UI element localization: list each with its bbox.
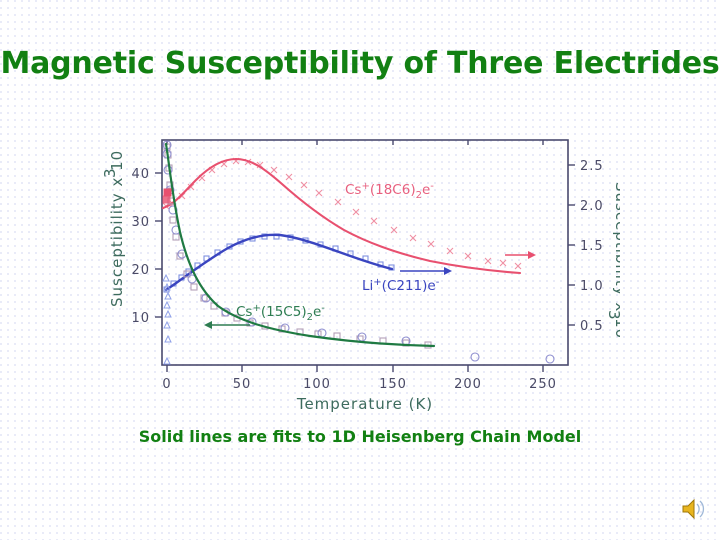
label-cs18c6-sub: 2 — [416, 190, 422, 201]
y-right-tick-labels: 0.5 1.0 1.5 2.0 2.5 — [580, 159, 604, 334]
label-cs18c6-base: Cs — [345, 182, 361, 198]
y-left-tick-labels: 10 20 30 40 — [131, 167, 150, 326]
series-cs-18c6-line — [162, 157, 522, 275]
page-title: Magnetic Susceptibility of Three Electri… — [0, 46, 720, 81]
label-cs15c5-tail: e — [313, 304, 321, 320]
label-cs15c5-base: Cs — [236, 304, 252, 320]
y-left-tick-10: 10 — [131, 311, 150, 326]
x-axis-title: Temperature (K) — [296, 395, 433, 413]
label-cs18c6-sup: + — [361, 181, 369, 192]
y-axis-right-title-exponent: 3 — [605, 310, 620, 321]
label-lic211-tail: e — [427, 278, 435, 294]
label-cs15c5-sup: + — [252, 303, 260, 314]
label-cs15c5-sup2: - — [321, 303, 325, 314]
x-tick-200: 200 — [454, 377, 482, 392]
y-axis-left-title: Susceptibility x 10 3 — [101, 150, 126, 307]
x-tick-labels: 0 50 100 150 200 250 — [162, 377, 557, 392]
y-axis-left-title-exponent: 3 — [101, 167, 119, 178]
label-lic211-sup: + — [373, 277, 381, 288]
svg-text:Cs+(15C5)2e-: Cs+(15C5)2e- — [236, 303, 325, 323]
series-li-c211-low-t-markers — [162, 273, 172, 365]
x-tick-0: 0 — [162, 377, 171, 392]
x-tick-150: 150 — [379, 377, 407, 392]
y-left-tick-40: 40 — [131, 167, 150, 182]
y-right-tick-15: 1.5 — [580, 239, 604, 254]
chart-svg: 0 50 100 150 200 250 10 20 30 40 0.5 1.0… — [101, 139, 620, 413]
arrow-right-blue — [400, 267, 452, 275]
label-cs18c6-mid: (18C6) — [370, 182, 416, 198]
y-axis-left-title-text: Susceptibility x 10 — [108, 150, 126, 307]
y-right-tick-05: 0.5 — [580, 319, 604, 334]
svg-text:Li+(C211)e-: Li+(C211)e- — [362, 277, 440, 294]
series-cs-15c5-circle-markers — [162, 140, 555, 364]
y-right-tick-20: 2.0 — [580, 199, 604, 214]
x-axis-ticks — [166, 140, 544, 372]
plot-frame — [161, 139, 569, 366]
y-right-tick-10: 1.0 — [580, 279, 604, 294]
y-left-tick-20: 20 — [131, 263, 150, 278]
label-cs15c5-sub: 2 — [307, 312, 313, 323]
y-axis-right-ticks — [568, 164, 575, 326]
arrow-right-red — [505, 251, 536, 259]
y-left-tick-30: 30 — [131, 215, 150, 230]
y-right-tick-25: 2.5 — [580, 159, 604, 174]
series-cs-15c5-line — [164, 142, 436, 348]
label-cs18c6-sup2: - — [430, 181, 434, 192]
label-lic211-sup2: - — [436, 277, 440, 288]
label-lic211-base: Li — [362, 278, 373, 294]
series-label-cs-18c6: Cs+(18C6)2e- — [345, 181, 434, 201]
y-axis-left-ticks — [155, 172, 162, 318]
label-cs18c6-tail: e — [422, 182, 430, 198]
low-temperature-marker-cluster — [162, 188, 172, 204]
slide-caption: Solid lines are fits to 1D Heisenberg Ch… — [138, 427, 582, 446]
label-cs15c5-mid: (15C5) — [261, 304, 307, 320]
series-label-li-c211: Li+(C211)e- — [362, 277, 440, 294]
arrow-left-green — [204, 321, 250, 329]
x-tick-250: 250 — [529, 377, 557, 392]
label-lic211-mid: (C211) — [382, 278, 428, 294]
x-tick-100: 100 — [303, 377, 331, 392]
series-label-cs-15c5: Cs+(15C5)2e- — [236, 303, 325, 323]
y-axis-right-title: Susceptibility x 10 3 — [605, 182, 620, 339]
svg-text:Cs+(18C6)2e-: Cs+(18C6)2e- — [345, 181, 434, 201]
y-axis-right-title-text: Susceptibility x 10 — [612, 182, 620, 339]
speaker-icon[interactable] — [678, 494, 708, 524]
series-li-c211-line — [164, 233, 394, 292]
x-tick-50: 50 — [233, 377, 252, 392]
susceptibility-chart: 0 50 100 150 200 250 10 20 30 40 0.5 1.0… — [100, 132, 620, 417]
